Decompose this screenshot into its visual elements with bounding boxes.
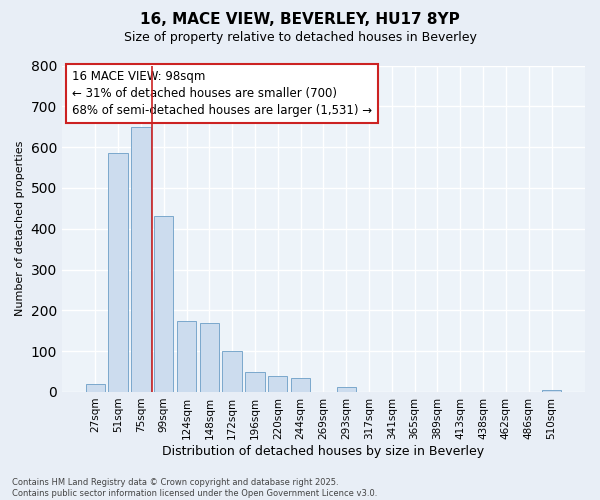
Bar (131, 126, 151, 392)
Text: Contains HM Land Registry data © Crown copyright and database right 2025.
Contai: Contains HM Land Registry data © Crown c… (12, 478, 377, 498)
Text: 16, MACE VIEW, BEVERLEY, HU17 8YP: 16, MACE VIEW, BEVERLEY, HU17 8YP (140, 12, 460, 28)
Text: 16 MACE VIEW: 98sqm
← 31% of detached houses are smaller (700)
68% of semi-detac: 16 MACE VIEW: 98sqm ← 31% of detached ho… (72, 70, 373, 118)
Text: Size of property relative to detached houses in Beverley: Size of property relative to detached ho… (124, 31, 476, 44)
Bar (223, 351, 242, 392)
Bar (86, 384, 105, 392)
Bar (337, 387, 356, 392)
Bar (268, 376, 287, 392)
Bar (109, 153, 128, 392)
Bar (154, 216, 173, 392)
Bar (245, 372, 265, 392)
Bar (177, 320, 196, 392)
X-axis label: Distribution of detached houses by size in Beverley: Distribution of detached houses by size … (163, 444, 484, 458)
Bar (200, 322, 219, 392)
Bar (542, 390, 561, 392)
Y-axis label: Number of detached properties: Number of detached properties (15, 141, 25, 316)
Bar (291, 378, 310, 392)
